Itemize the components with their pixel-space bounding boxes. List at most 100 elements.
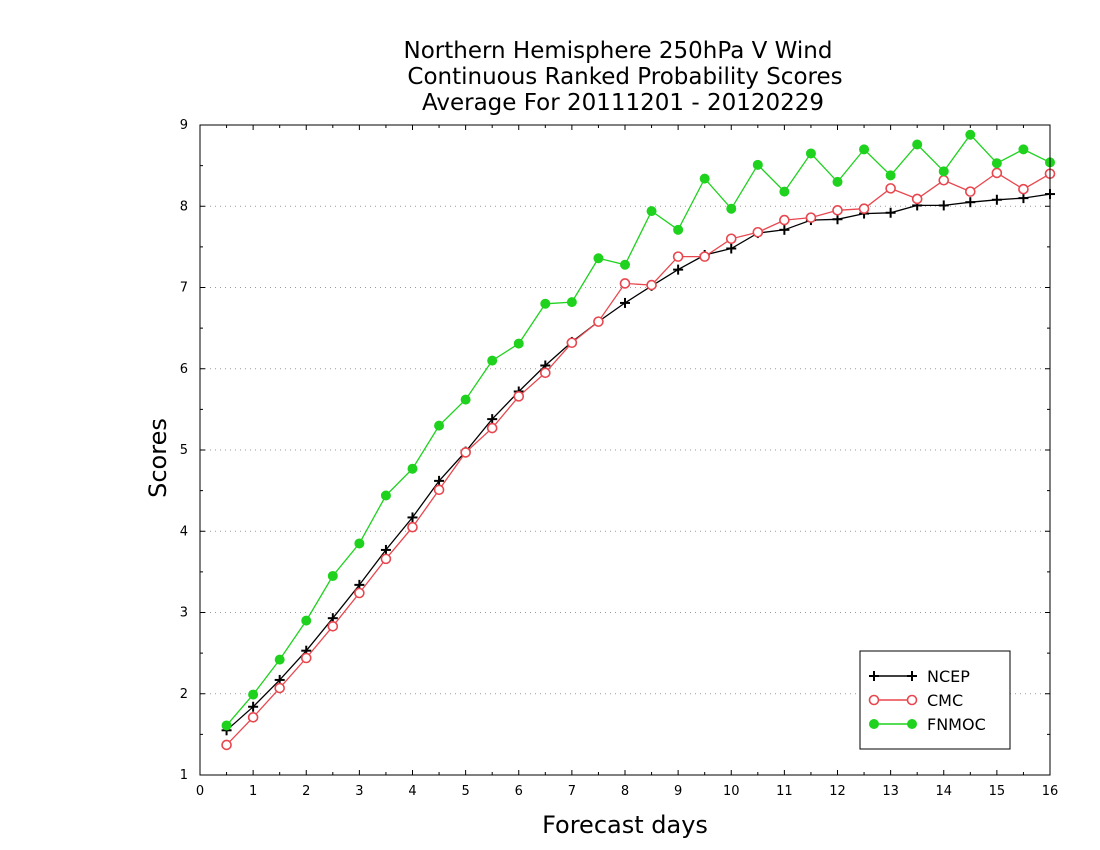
data-point-cmc — [327, 621, 339, 632]
data-point-fnmoc — [487, 355, 498, 366]
data-point-ncep — [248, 701, 259, 712]
data-point-cmc — [407, 521, 418, 533]
legend-marker — [907, 719, 917, 729]
data-point-ncep — [1018, 193, 1029, 204]
data-point-fnmoc — [460, 394, 471, 405]
series-line-ncep — [226, 193, 1051, 731]
data-point-fnmoc — [593, 253, 604, 264]
legend-label: CMC — [927, 691, 963, 710]
data-point-fnmoc — [407, 463, 418, 474]
data-point-fnmoc — [646, 206, 657, 217]
data-point-fnmoc — [726, 203, 737, 214]
data-point-fnmoc — [805, 148, 816, 159]
data-point-cmc — [221, 739, 232, 751]
data-point-fnmoc — [434, 420, 445, 431]
legend-marker — [869, 671, 879, 681]
y-tick-label: 9 — [180, 118, 188, 133]
plot-frame — [199, 124, 1051, 776]
data-point-fnmoc — [673, 224, 684, 235]
data-point-cmc — [300, 652, 312, 664]
y-tick-label: 1 — [180, 768, 188, 783]
x-tick-label: 6 — [515, 784, 523, 799]
data-point-ncep — [434, 475, 445, 486]
series-layer — [221, 129, 1056, 751]
x-tick-label: 12 — [829, 784, 846, 799]
data-point-fnmoc — [912, 139, 923, 150]
y-tick-label: 5 — [180, 443, 188, 458]
data-point-fnmoc — [965, 129, 976, 140]
x-tick-label: 5 — [461, 784, 469, 799]
data-point-cmc — [619, 278, 631, 289]
legend-marker — [869, 719, 879, 729]
series-line-fnmoc — [226, 133, 1051, 726]
data-point-cmc — [832, 205, 843, 216]
data-point-ncep — [965, 197, 976, 208]
legend-marker — [907, 671, 917, 681]
data-point-fnmoc — [248, 689, 259, 700]
chart-title: Northern Hemisphere 250hPa V Wind Contin… — [404, 38, 843, 116]
data-point-cmc — [513, 391, 525, 402]
data-point-fnmoc — [620, 259, 630, 270]
x-tick-label: 15 — [989, 784, 1006, 799]
legend-entry-cmc: CMC — [868, 691, 963, 710]
data-point-cmc — [380, 553, 392, 565]
data-point-ncep — [938, 200, 949, 211]
data-point-cmc — [247, 712, 259, 723]
legend-label: NCEP — [927, 667, 970, 686]
data-point-fnmoc — [380, 490, 391, 501]
data-point-fnmoc — [752, 159, 763, 170]
data-point-cmc — [965, 186, 976, 197]
y-tick-label: 4 — [180, 524, 188, 539]
data-point-fnmoc — [832, 176, 843, 187]
data-point-fnmoc — [301, 615, 312, 626]
data-point-fnmoc — [566, 297, 577, 308]
data-point-cmc — [885, 183, 896, 194]
legend-label: FNMOC — [927, 715, 986, 734]
y-tick-label: 3 — [180, 606, 188, 621]
x-tick-label: 4 — [408, 784, 416, 799]
x-tick-label: 3 — [355, 784, 363, 799]
y-tick-label: 7 — [180, 281, 188, 296]
data-point-ncep — [726, 243, 737, 254]
legend-marker — [906, 694, 918, 706]
data-point-ncep — [779, 224, 790, 235]
x-tick-label: 1 — [249, 784, 257, 799]
data-point-cmc — [911, 193, 923, 205]
data-point-fnmoc — [859, 144, 870, 155]
x-tick-label: 14 — [935, 784, 952, 799]
data-point-fnmoc — [699, 173, 710, 184]
chart-title-line-2: Continuous Ranked Probability Scores — [407, 64, 842, 90]
chart-title-line-1: Northern Hemisphere 250hPa V Wind — [404, 38, 833, 64]
data-point-cmc — [593, 316, 604, 327]
data-point-ncep — [380, 544, 391, 555]
data-point-cmc — [858, 203, 870, 214]
series-fnmoc — [221, 129, 1055, 731]
series-cmc — [221, 167, 1056, 751]
data-point-cmc — [991, 167, 1003, 179]
data-point-fnmoc — [938, 166, 949, 177]
data-point-ncep — [487, 414, 498, 425]
y-tick-label: 2 — [180, 687, 188, 702]
data-point-fnmoc — [221, 720, 232, 731]
y-axis-label: Scores — [144, 418, 172, 498]
data-point-ncep — [673, 264, 684, 275]
data-point-cmc — [460, 447, 471, 458]
data-point-fnmoc — [513, 338, 524, 349]
x-tick-label: 10 — [723, 784, 740, 799]
x-tick-label: 2 — [302, 784, 310, 799]
data-point-cmc — [566, 337, 578, 349]
data-point-cmc — [433, 484, 445, 496]
data-point-fnmoc — [885, 170, 896, 181]
data-point-cmc — [779, 214, 790, 226]
data-point-fnmoc — [779, 186, 790, 197]
x-axis-label: Forecast days — [542, 811, 708, 839]
y-tick-label: 8 — [180, 199, 188, 214]
data-point-cmc — [354, 587, 365, 599]
chart-title-line-3: Average For 20111201 - 20120229 — [422, 90, 824, 116]
legend-marker — [868, 694, 880, 706]
data-point-fnmoc — [327, 570, 338, 581]
data-point-fnmoc — [354, 538, 365, 549]
data-point-ncep — [885, 207, 896, 218]
data-point-cmc — [540, 367, 551, 379]
x-tick-label: 16 — [1042, 784, 1059, 799]
